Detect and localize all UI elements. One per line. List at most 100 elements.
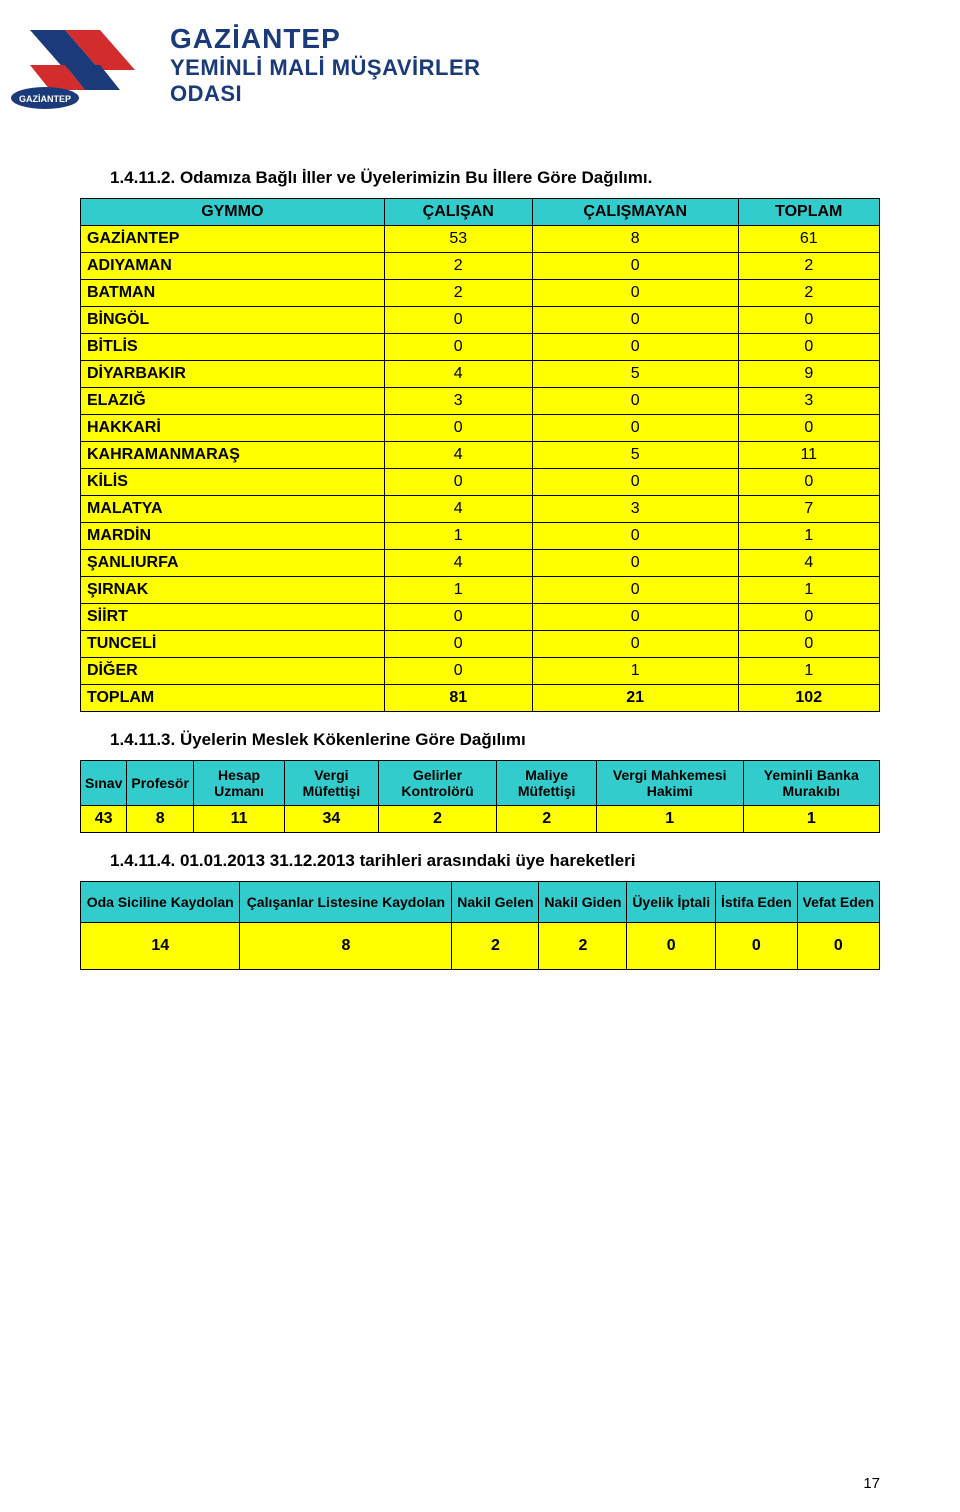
cell: 8 [127, 806, 194, 833]
cell: 0 [532, 631, 738, 658]
cell: 0 [384, 334, 532, 361]
cell: 0 [738, 334, 879, 361]
logo-text: GAZİANTEP YEMİNLİ MALİ MÜŞAVİRLER ODASI [170, 23, 481, 107]
cell: 1 [743, 806, 879, 833]
cell: 1 [384, 577, 532, 604]
cell: 2 [378, 806, 497, 833]
cell: 0 [384, 415, 532, 442]
logo-line3: ODASI [170, 81, 481, 107]
cell: BATMAN [81, 280, 385, 307]
cell: BİNGÖL [81, 307, 385, 334]
cell: 0 [532, 550, 738, 577]
cell: 0 [532, 469, 738, 496]
cell: 0 [532, 415, 738, 442]
col-maliye: Maliye Müfettişi [497, 761, 597, 806]
cell: ŞANLIURFA [81, 550, 385, 577]
table-row: ŞIRNAK101 [81, 577, 880, 604]
cell: BİTLİS [81, 334, 385, 361]
cell: 0 [532, 577, 738, 604]
col-calismayan: ÇALIŞMAYAN [532, 199, 738, 226]
cell: 0 [384, 604, 532, 631]
cell: 2 [384, 280, 532, 307]
cell: 0 [532, 604, 738, 631]
col-toplam: TOPLAM [738, 199, 879, 226]
col-yeminli: Yeminli Banka Murakıbı [743, 761, 879, 806]
cell: 0 [716, 923, 798, 970]
cell: 0 [797, 923, 879, 970]
cell: 0 [384, 307, 532, 334]
table-row: MARDİN101 [81, 523, 880, 550]
section3-title: 1.4.11.4. 01.01.2013 31.12.2013 tarihler… [110, 851, 880, 871]
table-row: ŞANLIURFA404 [81, 550, 880, 577]
table-row: DİYARBAKIR459 [81, 361, 880, 388]
table-row: TOPLAM8121102 [81, 685, 880, 712]
cell: 1 [384, 523, 532, 550]
cell: ELAZIĞ [81, 388, 385, 415]
cell: GAZİANTEP [81, 226, 385, 253]
table-row: 43 8 11 34 2 2 1 1 [81, 806, 880, 833]
cell: 0 [738, 469, 879, 496]
cities-table: GYMMO ÇALIŞAN ÇALIŞMAYAN TOPLAM GAZİANTE… [80, 198, 880, 712]
cell: MALATYA [81, 496, 385, 523]
occupation-table: Sınav Profesör Hesap Uzmanı Vergi Müfett… [80, 760, 880, 833]
cell: 4 [384, 361, 532, 388]
cell: 2 [539, 923, 627, 970]
cell: 4 [384, 496, 532, 523]
cell: 2 [497, 806, 597, 833]
cell: 2 [738, 280, 879, 307]
col-istifa: İstifa Eden [716, 882, 798, 923]
table-row: BİTLİS000 [81, 334, 880, 361]
cell: 1 [738, 658, 879, 685]
logo-mark: GAZİANTEP [10, 20, 160, 110]
table-row: 14 8 2 2 0 0 0 [81, 923, 880, 970]
cell: 5 [532, 442, 738, 469]
table-row: TUNCELİ000 [81, 631, 880, 658]
cell: 4 [738, 550, 879, 577]
cell: DİYARBAKIR [81, 361, 385, 388]
table-row: BATMAN202 [81, 280, 880, 307]
col-profesor: Profesör [127, 761, 194, 806]
cell: 1 [738, 577, 879, 604]
col-uyelik: Üyelik İptali [627, 882, 716, 923]
cell: 0 [532, 334, 738, 361]
cell: DİĞER [81, 658, 385, 685]
cell: 1 [596, 806, 743, 833]
cell: 11 [193, 806, 284, 833]
cell: 0 [738, 631, 879, 658]
cell: 0 [627, 923, 716, 970]
table-header-row: Sınav Profesör Hesap Uzmanı Vergi Müfett… [81, 761, 880, 806]
cell: 43 [81, 806, 127, 833]
col-hesap: Hesap Uzmanı [193, 761, 284, 806]
cell: ADIYAMAN [81, 253, 385, 280]
cell: 7 [738, 496, 879, 523]
movements-table: Oda Siciline Kaydolan Çalışanlar Listesi… [80, 881, 880, 970]
cell: 0 [532, 253, 738, 280]
cell: 11 [738, 442, 879, 469]
col-nakil-gelen: Nakil Gelen [452, 882, 539, 923]
logo-city-text: GAZİANTEP [19, 94, 71, 104]
cell: KAHRAMANMARAŞ [81, 442, 385, 469]
col-vergi-mah: Vergi Mahkemesi Hakimi [596, 761, 743, 806]
cell: 2 [452, 923, 539, 970]
cell: 8 [532, 226, 738, 253]
cell: MARDİN [81, 523, 385, 550]
cell: 9 [738, 361, 879, 388]
cell: 102 [738, 685, 879, 712]
col-vergi-muf: Vergi Müfettişi [285, 761, 379, 806]
cell: KİLİS [81, 469, 385, 496]
cell: 5 [532, 361, 738, 388]
col-sinav: Sınav [81, 761, 127, 806]
cell: 3 [384, 388, 532, 415]
cell: HAKKARİ [81, 415, 385, 442]
table-header-row: GYMMO ÇALIŞAN ÇALIŞMAYAN TOPLAM [81, 199, 880, 226]
cell: 0 [738, 604, 879, 631]
cell: 0 [738, 307, 879, 334]
logo-line1: GAZİANTEP [170, 23, 481, 55]
table-row: KAHRAMANMARAŞ4511 [81, 442, 880, 469]
table-row: MALATYA437 [81, 496, 880, 523]
cell: 3 [532, 496, 738, 523]
cell: TUNCELİ [81, 631, 385, 658]
col-oda: Oda Siciline Kaydolan [81, 882, 240, 923]
cell: 1 [738, 523, 879, 550]
cell: 3 [738, 388, 879, 415]
